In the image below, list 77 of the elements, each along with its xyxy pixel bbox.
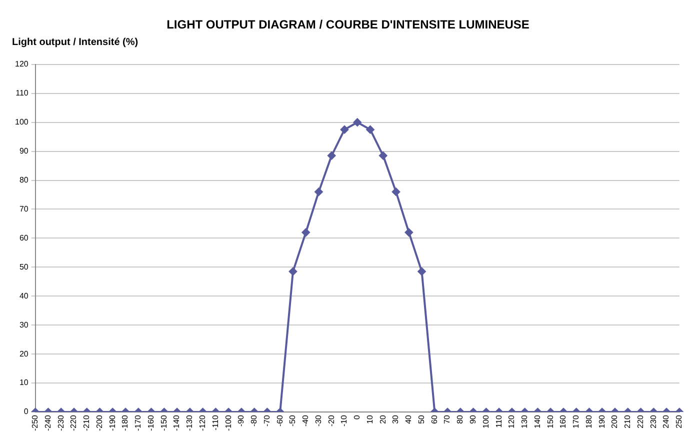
x-tick-label: 180	[584, 414, 594, 428]
x-tick-label: -140	[172, 414, 182, 432]
x-tick-label: 0	[352, 414, 362, 420]
y-tick-label: 100	[14, 118, 29, 127]
x-tick-label: 230	[648, 414, 658, 428]
x-tick-label: 110	[494, 414, 504, 428]
x-tick-label: -70	[262, 414, 272, 427]
point	[392, 188, 400, 196]
x-tick-label: -230	[56, 414, 66, 432]
x-tick-label: 80	[456, 414, 465, 424]
x-tick-label: -220	[69, 414, 78, 432]
point	[340, 126, 348, 134]
y-tick-label: 120	[14, 60, 29, 69]
x-tick-label: -190	[108, 414, 117, 432]
x-tick-label: 100	[481, 414, 490, 428]
x-tick-label: 30	[391, 414, 400, 424]
point	[288, 268, 297, 276]
x-tick-label: 10	[365, 414, 374, 424]
x-tick-label: 170	[572, 414, 581, 428]
x-tick-label: -20	[326, 414, 336, 427]
y-tick-label: 90	[19, 146, 29, 156]
y-axis-title: Light output / Intensité (%)	[12, 37, 138, 48]
x-tick-label: 200	[610, 414, 620, 428]
x-tick-label: -160	[146, 414, 156, 432]
x-tick-label: -30	[314, 414, 323, 427]
x-tick-label: -120	[198, 414, 208, 432]
x-tick-label: 120	[507, 414, 516, 428]
x-tick-label: 150	[546, 414, 555, 428]
point	[404, 228, 413, 236]
y-tick-label: 0	[24, 407, 29, 416]
x-tick-label: -40	[301, 414, 310, 427]
y-tick-label: 70	[19, 204, 29, 214]
y-tick-label: 20	[19, 349, 29, 358]
point	[328, 152, 336, 160]
x-tick-label: 70	[442, 414, 452, 424]
x-tick-label: -210	[82, 414, 92, 432]
x-tick-label: 250	[674, 414, 684, 428]
y-tick-label: 60	[19, 233, 29, 242]
x-tick-label: -50	[288, 414, 298, 427]
x-tick-label: 160	[558, 414, 568, 428]
x-tick-label: -10	[340, 414, 349, 427]
x-tick-label: -110	[210, 414, 220, 430]
point	[418, 268, 426, 276]
point	[353, 118, 362, 126]
x-tick-label: 20	[378, 414, 388, 424]
x-tick-label: 190	[597, 414, 606, 428]
x-tick-label: 90	[468, 414, 478, 424]
y-tick-label: 30	[19, 320, 29, 330]
x-tick-label: -180	[120, 414, 130, 432]
x-tick-label: -60	[275, 414, 284, 427]
x-tick-label: 140	[532, 414, 542, 428]
y-tick-label: 110	[16, 88, 29, 98]
point	[366, 126, 374, 134]
y-tick-label: 50	[19, 262, 29, 272]
y-tick-label: 40	[19, 291, 29, 300]
x-tick-label: 240	[662, 414, 671, 428]
x-tick-label: 50	[416, 414, 426, 424]
x-tick-label: -170	[134, 414, 143, 432]
x-tick-label: -200	[94, 414, 104, 432]
x-tick-label: 40	[404, 414, 414, 424]
point	[379, 152, 388, 160]
x-tick-label: 220	[636, 414, 645, 428]
point	[302, 228, 310, 236]
x-tick-label: -250	[30, 414, 40, 432]
x-tick-label: 130	[520, 414, 530, 428]
y-tick-label: 80	[19, 175, 29, 184]
x-tick-label: -130	[185, 414, 194, 432]
chart-title: LIGHT OUTPUT DIAGRAM / COURBE D'INTENSITE LUMINEUSE	[166, 18, 530, 32]
point	[314, 188, 323, 196]
x-tick-label: 210	[623, 414, 632, 428]
x-tick-label: 60	[430, 414, 439, 424]
x-tick-label: -100	[224, 414, 233, 432]
x-tick-label: -90	[236, 414, 246, 427]
x-tick-label: -150	[159, 414, 168, 432]
y-tick-label: 10	[19, 378, 29, 388]
x-tick-label: -80	[250, 414, 259, 427]
x-tick-label: -240	[43, 414, 52, 432]
